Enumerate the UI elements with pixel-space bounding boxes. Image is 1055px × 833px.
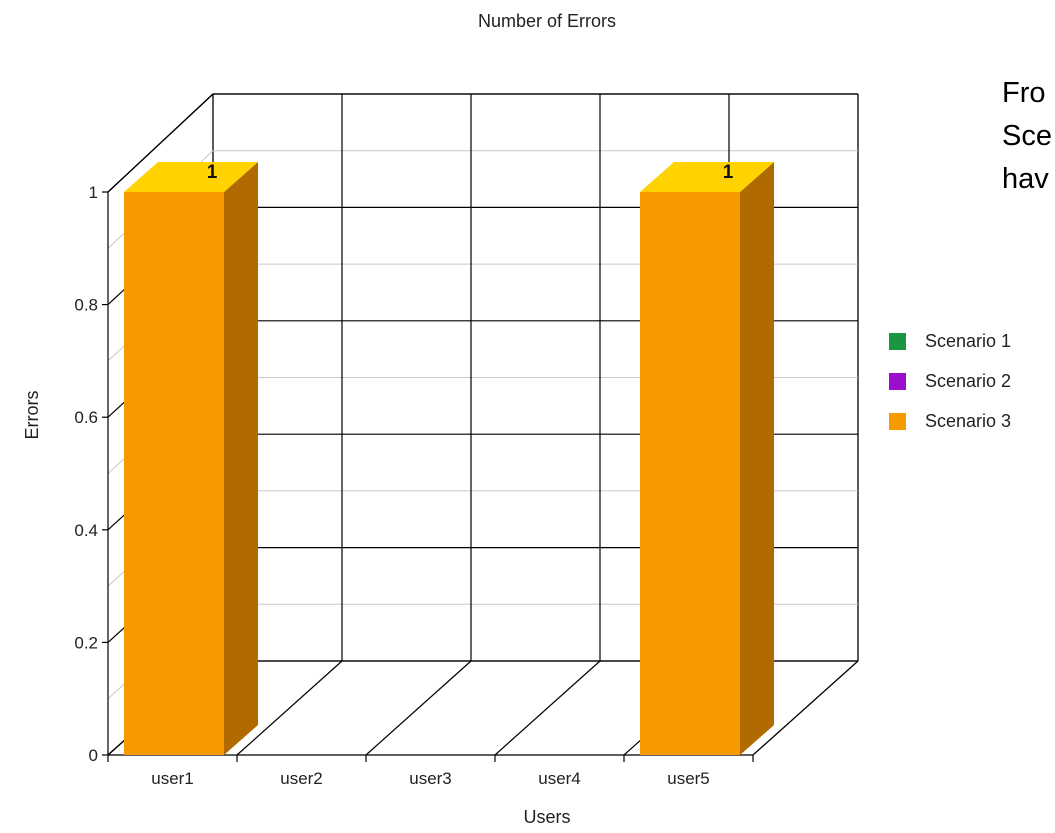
y-tick-label: 0.2 [74,633,98,652]
floor-grid-line [365,660,472,756]
data-label: 1 [207,162,218,183]
slide-text: Fro Sce hav [1002,72,1052,201]
x-tick-label: user5 [667,769,710,788]
y-tick-label: 0 [89,746,98,765]
bar-top [124,162,258,192]
legend-label: Scenario 2 [925,371,1012,391]
slide-text-line: Fro [1002,77,1046,109]
y-tick-label: 0.4 [74,521,98,540]
legend-label: Scenario 1 [925,331,1012,351]
slide-text-line: hav [1002,163,1049,195]
bar [640,192,740,755]
floor-grid-line [236,660,343,756]
floor-grid-line [494,660,601,756]
y-tick-label: 0.6 [74,408,98,427]
x-tick-label: user3 [409,769,452,788]
bar-side [224,162,258,755]
y-tick-label: 0.8 [74,296,98,315]
x-tick-label: user1 [151,769,194,788]
y-axis-label: Errors [22,391,42,440]
x-axis-label: Users [523,807,570,827]
legend-swatch [889,333,906,350]
side-grid-major [107,93,214,193]
x-tick-label: user2 [280,769,323,788]
legend-swatch [889,413,906,430]
bar-top [640,162,774,192]
legend-label: Scenario 3 [925,411,1012,431]
chart-title: Number of Errors [478,11,616,31]
legend-swatch [889,373,906,390]
bar [124,192,224,755]
slide-text-line: Sce [1002,120,1052,152]
bar-side [740,162,774,755]
floor-edge-right [752,660,859,756]
data-label: 1 [723,162,734,183]
y-tick-label: 1 [89,183,98,202]
x-tick-label: user4 [538,769,581,788]
